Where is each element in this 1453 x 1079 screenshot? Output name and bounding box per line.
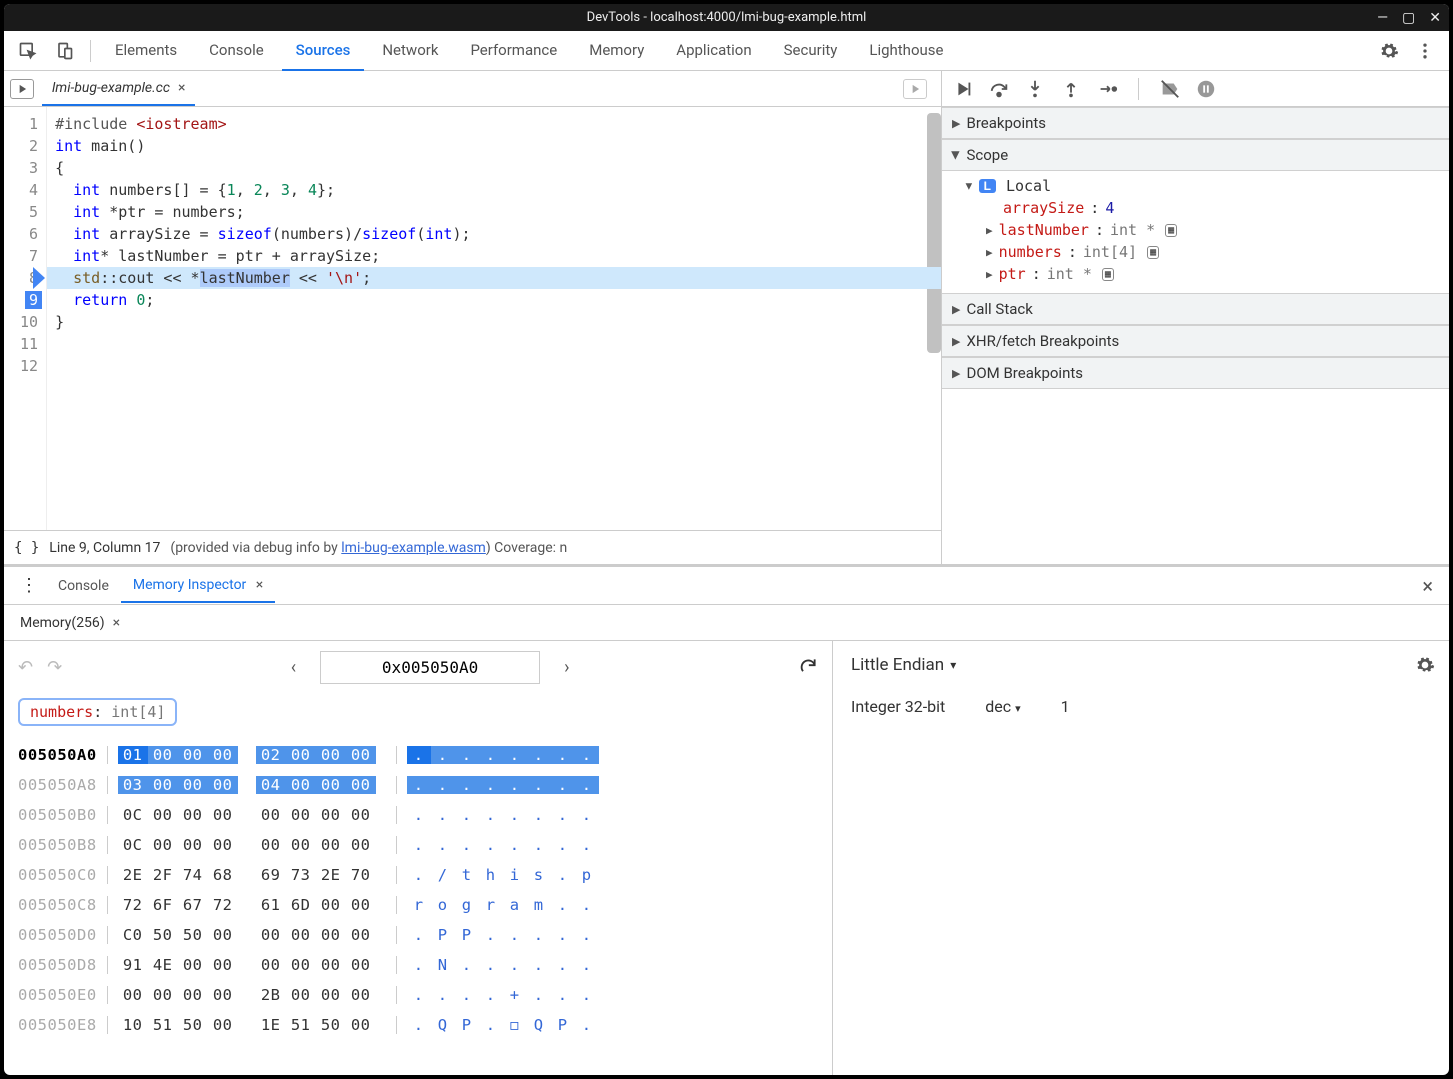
- scope-panel[interactable]: ▶Scope: [942, 139, 1449, 171]
- tab-lighthouse[interactable]: Lighthouse: [855, 31, 957, 71]
- memory-tab[interactable]: Memory(256)×: [10, 607, 130, 639]
- inspect-icon[interactable]: [12, 35, 44, 67]
- settings-icon[interactable]: [1373, 35, 1405, 67]
- step-icon[interactable]: [1096, 78, 1118, 100]
- drawer-tab-console[interactable]: Console: [46, 570, 121, 602]
- titlebar: DevTools - localhost:4000/lmi-bug-exampl…: [4, 4, 1449, 31]
- code-line[interactable]: }: [47, 311, 941, 333]
- resume-icon[interactable]: [952, 78, 974, 100]
- status-bar: { } Line 9, Column 17 (provided via debu…: [4, 530, 941, 564]
- hex-row[interactable]: 005050E0000000002B000000....+...: [18, 980, 818, 1010]
- file-tab-strip: lmi-bug-example.cc ×: [4, 71, 941, 107]
- tab-network[interactable]: Network: [368, 31, 452, 71]
- close-icon[interactable]: ×: [256, 577, 263, 593]
- scope-var[interactable]: ▶numbers: int[4]▦: [942, 241, 1449, 263]
- window-title: DevTools - localhost:4000/lmi-bug-exampl…: [587, 10, 867, 25]
- drawer-close-icon[interactable]: ×: [1414, 574, 1441, 598]
- device-icon[interactable]: [48, 35, 80, 67]
- code-line[interactable]: int* lastNumber = ptr + arraySize;: [47, 245, 941, 267]
- drawer-tab-memory-inspector[interactable]: Memory Inspector ×: [121, 569, 275, 603]
- undo-icon[interactable]: ↶: [18, 657, 33, 678]
- breakpoints-panel[interactable]: ▶Breakpoints: [942, 107, 1449, 139]
- memory-icon[interactable]: ▦: [1102, 268, 1114, 281]
- variable-chip[interactable]: numbers: int[4]: [18, 698, 177, 726]
- code-line[interactable]: #include <iostream>: [47, 113, 941, 135]
- hex-row[interactable]: 005050D8914E000000000000.N......: [18, 950, 818, 980]
- tab-application[interactable]: Application: [662, 31, 765, 71]
- step-out-icon[interactable]: [1060, 78, 1082, 100]
- step-into-icon[interactable]: [1024, 78, 1046, 100]
- scope-var[interactable]: ▶ptr: int *▦: [942, 263, 1449, 285]
- close-icon[interactable]: ×: [178, 80, 185, 96]
- step-over-icon[interactable]: [988, 78, 1010, 100]
- maximize-button[interactable]: ▢: [1402, 10, 1415, 26]
- code-line[interactable]: int main(): [47, 135, 941, 157]
- tab-console[interactable]: Console: [195, 31, 278, 71]
- tab-memory[interactable]: Memory: [575, 31, 658, 71]
- code-line[interactable]: return 0;: [47, 289, 941, 311]
- scope-var[interactable]: arraySize: 4: [942, 197, 1449, 219]
- code-line[interactable]: {: [47, 157, 941, 179]
- hex-row[interactable]: 005050C02E2F746869732E70./this.p: [18, 860, 818, 890]
- hex-row[interactable]: 005050A00100000002000000........: [18, 740, 818, 770]
- code-editor[interactable]: 123456789101112 #include <iostream>int m…: [4, 107, 941, 530]
- format-icon[interactable]: { }: [14, 540, 39, 556]
- address-input[interactable]: [320, 651, 540, 684]
- type-label: Integer 32-bit: [851, 697, 945, 716]
- memory-icon[interactable]: ▦: [1165, 224, 1177, 237]
- redo-icon[interactable]: ↷: [47, 657, 62, 678]
- deactivate-breakpoints-icon[interactable]: [1159, 78, 1181, 100]
- resume-small-icon[interactable]: [10, 79, 34, 99]
- tab-performance[interactable]: Performance: [456, 31, 571, 71]
- drawer-menu-icon[interactable]: ⋮: [12, 575, 46, 596]
- code-line[interactable]: int *ptr = numbers;: [47, 201, 941, 223]
- pause-exceptions-icon[interactable]: [1195, 78, 1217, 100]
- code-line[interactable]: int arraySize = sizeof(numbers)/sizeof(i…: [47, 223, 941, 245]
- hex-row[interactable]: 005050A80300000004000000........: [18, 770, 818, 800]
- hex-row[interactable]: 005050C8726F6772616D0000rogram..: [18, 890, 818, 920]
- tab-security[interactable]: Security: [770, 31, 852, 71]
- refresh-icon[interactable]: [798, 656, 818, 680]
- inspector-settings-icon[interactable]: [1415, 655, 1435, 679]
- debugger-pane: ▶Breakpoints ▶Scope ▶LLocal arraySize: 4…: [941, 71, 1449, 564]
- format-select[interactable]: dec ▾: [985, 697, 1020, 716]
- memory-icon[interactable]: ▦: [1147, 246, 1159, 259]
- close-button[interactable]: ✕: [1429, 10, 1441, 26]
- value-display: 1: [1061, 697, 1070, 716]
- tab-sources[interactable]: Sources: [282, 31, 365, 71]
- xhr-panel[interactable]: ▶XHR/fetch Breakpoints: [942, 325, 1449, 357]
- cursor-position: Line 9, Column 17: [49, 540, 160, 556]
- scope-local[interactable]: ▶LLocal: [942, 175, 1449, 197]
- drawer: ⋮ Console Memory Inspector × × Memory(25…: [4, 565, 1449, 1075]
- next-page-icon[interactable]: ›: [554, 653, 579, 682]
- wasm-link[interactable]: lmi-bug-example.wasm: [341, 540, 486, 556]
- more-icon[interactable]: [1409, 35, 1441, 67]
- code-line[interactable]: std::cout << *lastNumber << '\n';: [47, 267, 941, 289]
- scrollbar-thumb[interactable]: [927, 113, 941, 353]
- hex-row[interactable]: 005050B00C00000000000000........: [18, 800, 818, 830]
- file-tab[interactable]: lmi-bug-example.cc ×: [42, 72, 195, 106]
- hex-row[interactable]: 005050E8105150001E515000.QP.◻QP.: [18, 1010, 818, 1040]
- hex-row[interactable]: 005050D0C050500000000000.PP.....: [18, 920, 818, 950]
- main-tab-strip: ElementsConsoleSourcesNetworkPerformance…: [4, 31, 1449, 71]
- endian-select[interactable]: Little Endian ▾: [851, 655, 1431, 675]
- minimize-button[interactable]: —: [1377, 10, 1388, 26]
- scope-var[interactable]: ▶lastNumber: int *▦: [942, 219, 1449, 241]
- run-snippet-icon[interactable]: [903, 79, 927, 99]
- prev-page-icon[interactable]: ‹: [281, 653, 306, 682]
- hex-row[interactable]: 005050B80C00000000000000........: [18, 830, 818, 860]
- close-icon[interactable]: ×: [113, 615, 120, 631]
- callstack-panel[interactable]: ▶Call Stack: [942, 293, 1449, 325]
- code-line[interactable]: int numbers[] = {1, 2, 3, 4};: [47, 179, 941, 201]
- dom-panel[interactable]: ▶DOM Breakpoints: [942, 357, 1449, 389]
- file-tab-label: lmi-bug-example.cc: [52, 80, 170, 96]
- tab-elements[interactable]: Elements: [101, 31, 191, 71]
